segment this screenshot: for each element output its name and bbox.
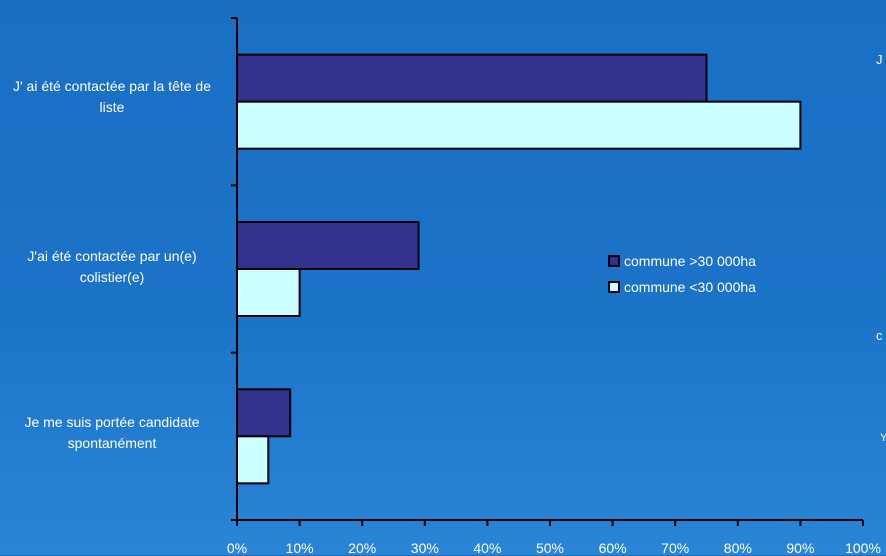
x-tick-label-11: 100%	[845, 540, 881, 556]
legend-item-series-2: commune <30 000ha	[608, 274, 756, 300]
edge-text-2: c	[876, 328, 883, 343]
bar-series-2-category-2	[236, 268, 301, 317]
legend: commune >30 000ha commune <30 000ha	[608, 248, 756, 300]
bar-series-2-category-1	[236, 100, 802, 150]
x-tick-label-5: 40%	[473, 540, 502, 556]
category-label-1: J' ai été contactée par la tête de liste	[12, 78, 212, 115]
category-label-3: Je me suis portée candidate spontanément	[24, 414, 200, 451]
bar-series-1-category-2	[236, 221, 420, 270]
x-tick-label-4: 30%	[410, 540, 439, 556]
x-tick-label-1: 0%	[226, 540, 248, 556]
legend-swatch-series-1	[608, 255, 620, 267]
legend-label-series-1: commune >30 000ha	[624, 253, 756, 269]
bar-series-1-category-1	[236, 53, 708, 103]
x-tick-label-10: 90%	[786, 540, 815, 556]
category-label-2: J'ai été contactée par un(e) colistier(e…	[27, 248, 197, 285]
bar-series-2-category-3	[236, 435, 270, 485]
x-tick-label-9: 80%	[723, 540, 752, 556]
edge-text-3: Y	[880, 432, 886, 444]
x-tick-label-3: 20%	[348, 540, 377, 556]
x-tick-label-7: 60%	[598, 540, 627, 556]
x-tick-label-2: 10%	[285, 540, 314, 556]
x-tick-label-6: 50%	[535, 540, 565, 556]
edge-text-1: J	[876, 52, 883, 67]
x-tick-label-8: 70%	[661, 540, 690, 556]
legend-label-series-2: commune <30 000ha	[624, 279, 756, 295]
legend-item-series-1: commune >30 000ha	[608, 248, 756, 274]
legend-swatch-series-2	[608, 281, 620, 293]
bar-series-1-category-3	[236, 388, 292, 438]
